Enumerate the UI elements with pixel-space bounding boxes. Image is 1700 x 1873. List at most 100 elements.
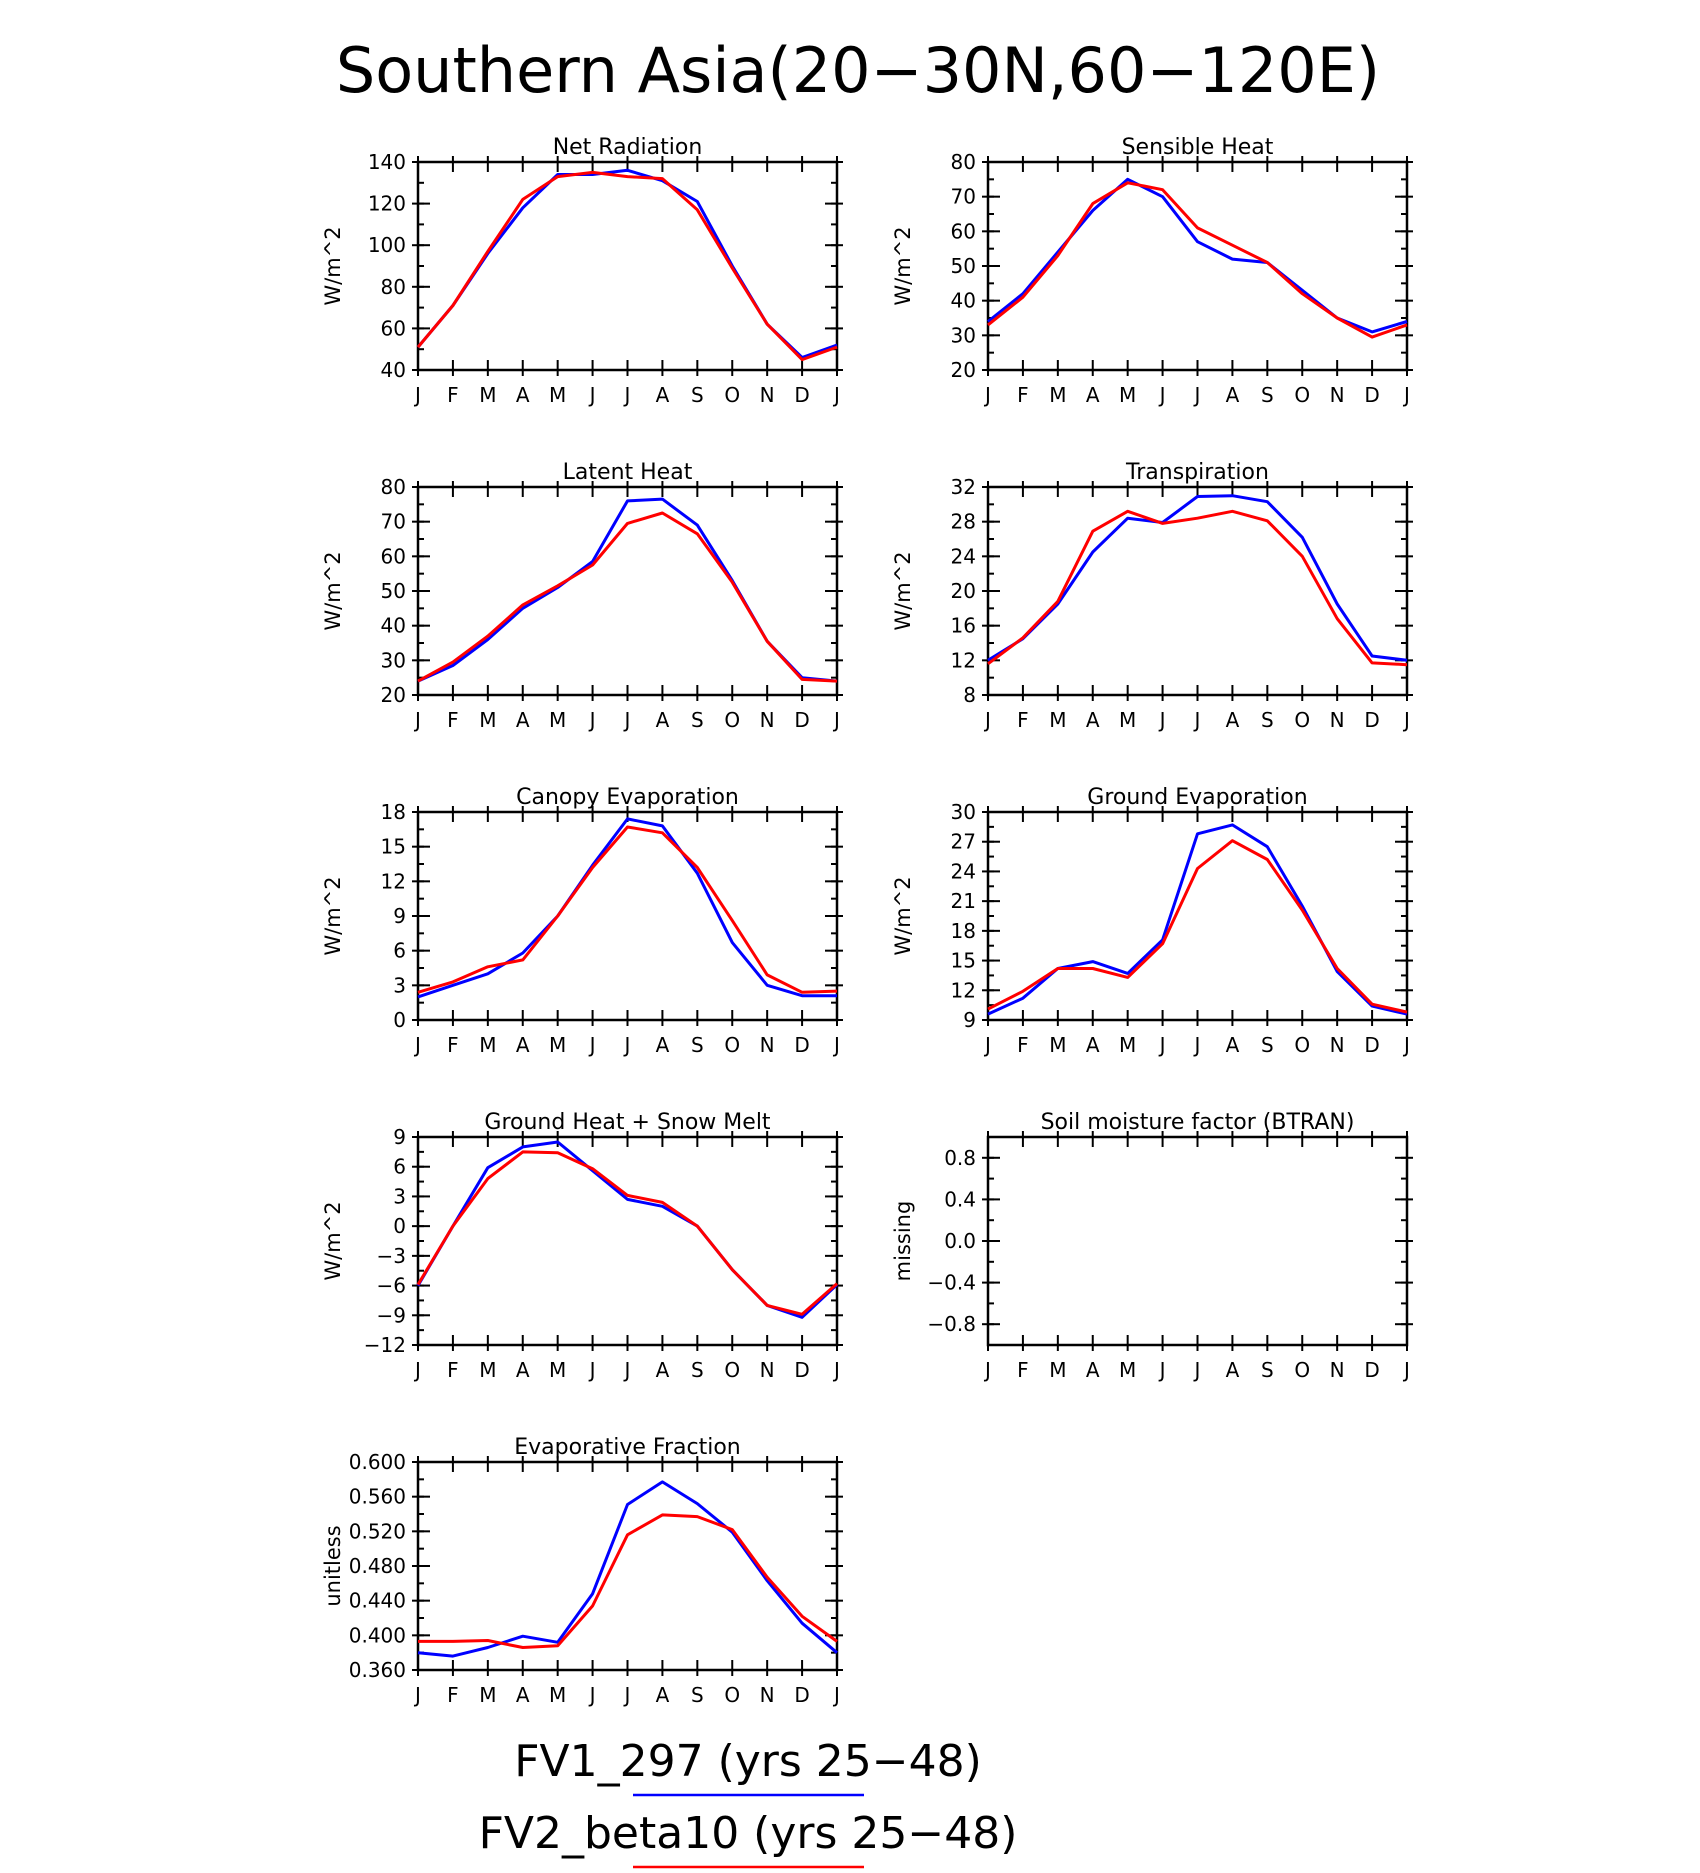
series-line-fv1: [987, 494, 1408, 662]
x-tick-label: O: [724, 708, 740, 732]
panel-title: Soil moisture factor (BTRAN): [1041, 1110, 1355, 1135]
x-tick-label: F: [447, 708, 459, 732]
x-tick-label: S: [691, 383, 704, 407]
x-tick-label: A: [1226, 708, 1240, 732]
y-tick-label: 16: [951, 614, 976, 638]
y-tick-label: 60: [381, 316, 406, 340]
y-tick-label: 9: [393, 1125, 406, 1149]
series-line-fv1: [987, 823, 1408, 1016]
x-tick-label: O: [1294, 1358, 1310, 1382]
y-tick-label: 6: [393, 939, 406, 963]
x-tick-label: A: [656, 1683, 670, 1707]
x-tick-label: D: [1364, 1358, 1379, 1382]
x-tick-label: D: [794, 708, 809, 732]
x-tick-label: A: [656, 1358, 670, 1382]
series-line-fv2: [416, 1150, 838, 1316]
x-tick-label: J: [1193, 1033, 1201, 1057]
x-tick-label: N: [1330, 1358, 1345, 1382]
x-tick-label: J: [1402, 708, 1410, 732]
x-tick-label: M: [1119, 1033, 1136, 1057]
x-tick-label: N: [760, 1033, 775, 1057]
x-tick-label: J: [588, 383, 596, 407]
x-tick-label: J: [1158, 383, 1166, 407]
y-tick-label: 15: [381, 835, 406, 859]
y-tick-label: 40: [381, 358, 406, 382]
plot-frame: [416, 1135, 839, 1347]
x-tick-label: M: [549, 708, 566, 732]
x-tick-label: O: [724, 1683, 740, 1707]
y-tick-label: 0.600: [349, 1450, 406, 1474]
x-tick-label: S: [691, 1683, 704, 1707]
y-tick-label: 9: [393, 904, 406, 928]
y-tick-label: 40: [381, 614, 406, 638]
x-tick-label: S: [1261, 708, 1274, 732]
x-tick-label: J: [1158, 1033, 1166, 1057]
x-tick-label: M: [549, 383, 566, 407]
x-tick-label: J: [832, 708, 840, 732]
x-tick-label: J: [623, 383, 631, 407]
x-tick-label: J: [588, 1358, 596, 1382]
y-tick-label: −3: [377, 1244, 406, 1268]
y-tick-label: 80: [951, 150, 976, 174]
x-tick-label: D: [1364, 708, 1379, 732]
y-tick-label: 50: [951, 254, 976, 278]
x-tick-label: J: [1193, 1358, 1201, 1382]
y-tick-label: 3: [393, 1184, 406, 1208]
x-tick-label: M: [1119, 1358, 1136, 1382]
y-tick-label: 30: [951, 323, 976, 347]
x-tick-label: N: [760, 1358, 775, 1382]
x-tick-label: S: [1261, 1033, 1274, 1057]
y-tick-label: 0.360: [349, 1658, 406, 1682]
series-line-fv2: [987, 181, 1408, 339]
x-tick-label: M: [1049, 383, 1066, 407]
x-tick-label: F: [1017, 708, 1029, 732]
x-tick-label: M: [549, 1358, 566, 1382]
legend-label-fv2: FV2_beta10 (yrs 25−48): [479, 1808, 1018, 1859]
y-tick-label: −6: [377, 1274, 406, 1298]
panel-title: Evaporative Fraction: [514, 1435, 740, 1460]
y-tick-label: 30: [381, 648, 406, 672]
panel-title: Sensible Heat: [1122, 135, 1274, 160]
x-tick-label: A: [656, 383, 670, 407]
y-axis-label: W/m^2: [891, 226, 915, 305]
x-tick-label: J: [1193, 383, 1201, 407]
y-tick-label: 70: [951, 185, 976, 209]
x-tick-label: A: [1226, 1033, 1240, 1057]
panel-title: Transpiration: [1125, 460, 1269, 485]
x-tick-label: F: [447, 1033, 459, 1057]
y-tick-label: 100: [368, 233, 406, 257]
x-tick-label: J: [413, 383, 421, 407]
y-tick-label: 0.4: [944, 1187, 976, 1211]
series-line-fv2: [417, 511, 838, 683]
legend-label-fv1: FV1_297 (yrs 25−48): [514, 1736, 982, 1787]
y-tick-label: 12: [381, 869, 406, 893]
x-tick-label: D: [794, 383, 809, 407]
y-tick-label: 18: [381, 800, 406, 824]
panel-title: Net Radiation: [553, 135, 703, 160]
y-axis-label: W/m^2: [321, 226, 345, 305]
x-tick-label: O: [1294, 383, 1310, 407]
panel-title: Ground Heat + Snow Melt: [484, 1110, 771, 1135]
x-tick-label: S: [691, 1358, 704, 1382]
x-tick-label: M: [1049, 1358, 1066, 1382]
legend: FV1_297 (yrs 25−48) FV2_beta10 (yrs 25−4…: [479, 1736, 1018, 1869]
y-tick-label: 60: [951, 219, 976, 243]
panel-title: Latent Heat: [563, 460, 693, 485]
x-tick-label: J: [1158, 708, 1166, 732]
x-tick-label: M: [549, 1033, 566, 1057]
y-tick-label: 80: [381, 475, 406, 499]
series-line-fv2: [987, 839, 1408, 1014]
y-tick-label: 9: [963, 1008, 976, 1032]
x-tick-label: A: [1086, 383, 1100, 407]
x-tick-label: O: [1294, 708, 1310, 732]
y-tick-label: −9: [377, 1303, 406, 1327]
x-tick-label: A: [656, 1033, 670, 1057]
y-tick-label: −12: [364, 1333, 406, 1357]
x-tick-label: S: [691, 708, 704, 732]
y-tick-label: 8: [963, 683, 976, 707]
plot-frame: [986, 1135, 1409, 1347]
x-tick-label: A: [516, 708, 530, 732]
